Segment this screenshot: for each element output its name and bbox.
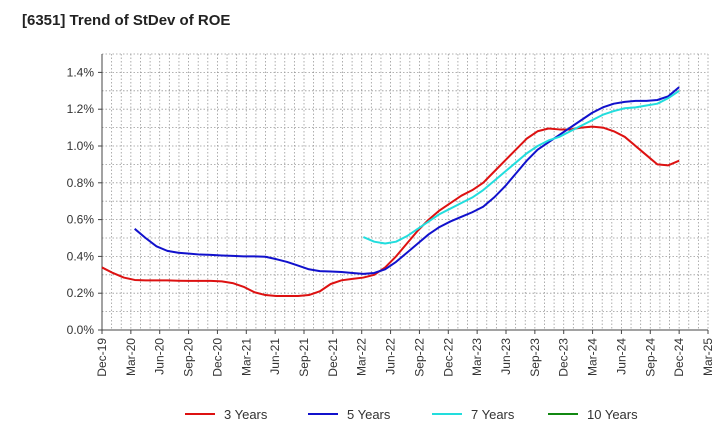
- series-line-5-years: [134, 86, 680, 275]
- plot-area: [102, 54, 708, 330]
- grid-lines: [101, 53, 709, 331]
- y-tick-label: 1.4%: [67, 65, 95, 79]
- x-tick-label: Jun-23: [499, 338, 513, 375]
- x-tick-label: Sep-24: [643, 338, 657, 377]
- legend-label: 3 Years: [224, 407, 268, 422]
- y-tick-label: 0.2%: [67, 286, 95, 300]
- legend-label: 5 Years: [347, 407, 391, 422]
- chart-title: [6351] Trend of StDev of ROE: [22, 12, 231, 29]
- x-tick-label: Dec-21: [326, 338, 340, 377]
- y-tick-label: 1.0%: [67, 139, 95, 153]
- series-line-7-years: [362, 89, 680, 245]
- x-tick-label: Dec-23: [557, 338, 571, 377]
- series-lines: [101, 86, 680, 297]
- x-tick-label: Dec-19: [95, 338, 109, 377]
- x-tick-label: Mar-20: [124, 338, 138, 376]
- x-tick-label: Jun-21: [268, 338, 282, 375]
- x-tick-label: Sep-23: [528, 338, 542, 377]
- legend-label: 10 Years: [587, 407, 638, 422]
- y-tick-label: 0.0%: [67, 323, 95, 337]
- x-tick-label: Dec-22: [441, 338, 455, 377]
- y-tick-label: 1.2%: [67, 102, 95, 116]
- series-line-3-years: [101, 125, 680, 297]
- x-tick-label: Mar-21: [239, 338, 253, 376]
- axes: 0.0% 0.2% 0.4% 0.6% 0.8% 1.0% 1.2% 1.4% Dec-19 Ma…: [67, 54, 715, 377]
- y-tick-label: 0.8%: [67, 176, 95, 190]
- x-tick-label: Sep-20: [182, 338, 196, 377]
- x-tick-label: Dec-20: [210, 338, 224, 377]
- legend: 3 Years 5 Years 7 Years 10 Years: [185, 407, 638, 422]
- x-tick-label: Mar-24: [586, 338, 600, 376]
- x-tick-label: Dec-24: [672, 338, 686, 377]
- x-tick-label: Jun-20: [153, 338, 167, 375]
- x-tick-label: Jun-22: [384, 338, 398, 375]
- x-tick-label: Jun-24: [614, 338, 628, 375]
- x-tick-label: Mar-22: [355, 338, 369, 376]
- y-tick-label: 0.6%: [67, 213, 95, 227]
- x-tick-label: Sep-22: [412, 338, 426, 377]
- legend-label: 7 Years: [471, 407, 515, 422]
- x-tick-label: Mar-25: [701, 338, 715, 376]
- x-tick-label: Mar-23: [470, 338, 484, 376]
- y-tick-label: 0.4%: [67, 249, 95, 263]
- x-tick-label: Sep-21: [297, 338, 311, 377]
